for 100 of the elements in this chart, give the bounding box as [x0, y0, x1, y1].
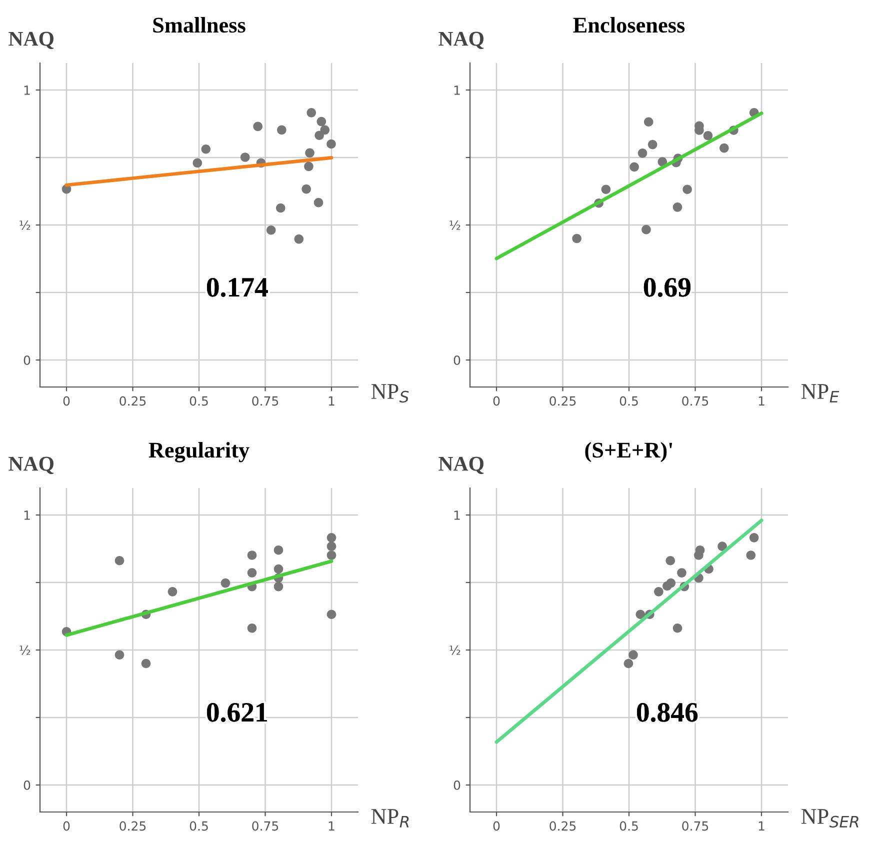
- x-tick-label: 0.25: [550, 821, 576, 831]
- y-axis-title: NAQ: [8, 32, 54, 49]
- y-tick-label: 1: [454, 86, 460, 95]
- annotation: 0.846: [636, 703, 698, 722]
- point: [666, 556, 675, 566]
- y-tick-label: ½: [20, 220, 30, 230]
- point: [305, 148, 314, 158]
- point: [192, 158, 202, 168]
- point: [314, 130, 324, 140]
- x-tick-label: 0: [63, 396, 70, 406]
- x-tick-label: 1: [758, 821, 764, 831]
- y-axis-title: NAQ: [438, 32, 484, 49]
- point: [326, 139, 336, 149]
- point: [114, 650, 124, 660]
- point: [220, 578, 230, 588]
- x-tick-label: 0.25: [120, 821, 146, 831]
- point: [326, 610, 336, 620]
- point: [326, 542, 336, 551]
- point: [304, 162, 314, 172]
- y-tick-label: ½: [450, 220, 460, 230]
- point: [274, 545, 284, 555]
- x-tick-label: 1: [328, 821, 334, 831]
- point: [302, 184, 311, 194]
- y-tick-label: 1: [24, 86, 30, 95]
- point: [141, 658, 151, 668]
- y-tick-label: 0: [454, 355, 460, 365]
- x-tick-label: 1: [328, 396, 334, 406]
- point: [628, 650, 638, 660]
- point: [240, 152, 250, 162]
- point: [666, 578, 676, 588]
- point: [320, 125, 330, 135]
- point: [630, 162, 639, 172]
- annotation: 0.621: [206, 703, 267, 722]
- x-tick-label: 0: [493, 821, 500, 831]
- x-tick-label: 0.25: [120, 396, 146, 406]
- point: [638, 148, 648, 158]
- point: [642, 224, 651, 234]
- x-tick-label: 0: [63, 821, 70, 831]
- point: [274, 564, 284, 574]
- point: [624, 658, 634, 668]
- x-axis-title: NP$_{S}$: [371, 384, 409, 403]
- point: [201, 144, 211, 154]
- point: [572, 234, 582, 244]
- x-axis-title: NP$_{E}$: [801, 384, 840, 402]
- point: [253, 122, 262, 132]
- y-tick-label: 0: [454, 780, 460, 790]
- x-tick-label: 0.5: [190, 821, 208, 831]
- point: [114, 556, 124, 566]
- y-tick-label: 0: [24, 355, 30, 365]
- x-tick-label: 0.5: [620, 821, 638, 831]
- point: [276, 203, 286, 213]
- x-tick-label: 0.75: [252, 396, 278, 406]
- point: [601, 184, 611, 194]
- chart-title: Encloseness: [573, 17, 685, 33]
- point: [316, 116, 326, 126]
- point: [719, 143, 729, 153]
- point: [672, 623, 682, 633]
- chart-title: Smallness: [153, 17, 246, 33]
- point: [247, 568, 257, 578]
- point: [274, 582, 284, 592]
- point: [168, 587, 178, 596]
- point: [247, 550, 257, 560]
- y-axis-title: NAQ: [438, 456, 484, 474]
- point: [654, 587, 664, 596]
- point: [746, 550, 756, 560]
- x-tick-label: 0.75: [682, 396, 708, 406]
- y-axis-title: NAQ: [8, 456, 54, 474]
- point: [682, 184, 692, 194]
- y-tick-label: 1: [454, 510, 460, 520]
- annotation: 0.174: [206, 278, 268, 297]
- x-tick-label: 0.5: [620, 396, 638, 406]
- point: [636, 610, 646, 620]
- point: [326, 533, 336, 542]
- point: [306, 108, 316, 118]
- point: [703, 130, 713, 140]
- y-tick-label: 1: [24, 510, 30, 520]
- point: [695, 545, 705, 555]
- chart-title: (S+E+R)': [585, 442, 672, 462]
- point: [644, 117, 654, 127]
- point: [247, 623, 257, 633]
- point: [266, 225, 276, 235]
- annotation: 0.69: [644, 278, 690, 297]
- point: [749, 533, 759, 542]
- point: [294, 234, 304, 244]
- x-axis-title: NP$_{R}$: [371, 809, 409, 828]
- point: [277, 125, 286, 135]
- x-tick-label: 0.75: [682, 821, 708, 831]
- point: [677, 568, 686, 578]
- x-tick-label: 0.75: [252, 821, 278, 831]
- y-tick-label: ½: [20, 645, 30, 655]
- x-axis-title: NP$_{SER}$: [801, 809, 858, 828]
- x-tick-label: 0.5: [190, 396, 208, 406]
- y-tick-label: 0: [24, 780, 30, 790]
- x-tick-label: 1: [758, 396, 764, 406]
- point: [314, 198, 324, 208]
- point: [648, 140, 658, 150]
- y-tick-label: ½: [450, 645, 460, 655]
- point: [326, 550, 336, 560]
- point: [718, 542, 727, 551]
- x-tick-label: 0: [493, 396, 500, 406]
